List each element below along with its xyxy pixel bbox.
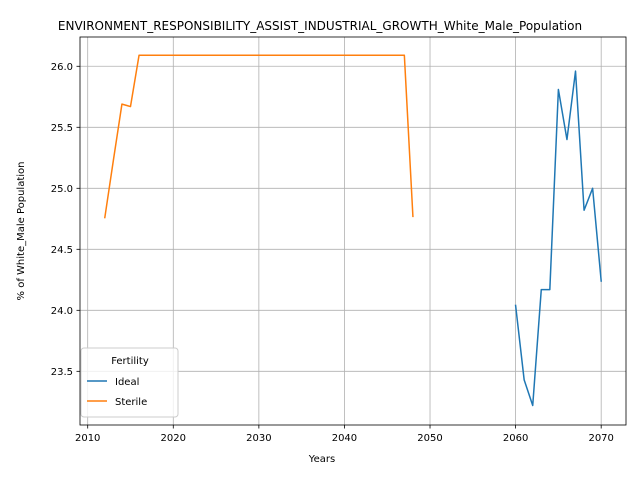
series-line-sterile [103,54,414,219]
x-tick-label: 2030 [246,433,271,444]
y-axis-label: % of White_Male Population [16,162,27,301]
x-tick-label: 2020 [161,433,186,444]
x-tick-label: 2040 [332,433,357,444]
x-tick-label: 2070 [588,433,613,444]
x-axis-label: Years [308,454,335,465]
axis-ticks: 2010 2020 2030 2040 2050 2060 2070 23.5 24.0 24.5… [51,62,614,444]
legend: Fertility Ideal Sterile [80,347,179,418]
series-line-ideal [514,70,602,407]
legend-title: Fertility [111,356,149,367]
y-tick-label: 24.0 [51,306,73,317]
legend-box [80,347,179,418]
legend-label-ideal: Ideal [115,377,139,388]
chart-title: ENVIRONMENT_RESPONSIBILITY_ASSIST_INDUST… [58,19,582,33]
x-tick-label: 2050 [417,433,442,444]
series-lines [103,54,602,407]
y-tick-label: 25.0 [51,184,73,195]
x-tick-label: 2010 [75,433,100,444]
legend-label-sterile: Sterile [115,397,147,408]
x-tick-label: 2060 [503,433,528,444]
y-tick-label: 23.5 [51,367,73,378]
y-tick-label: 26.0 [51,62,73,73]
plot-frame [79,36,627,426]
y-tick-label: 24.5 [51,245,73,256]
y-tick-label: 25.5 [51,123,73,134]
